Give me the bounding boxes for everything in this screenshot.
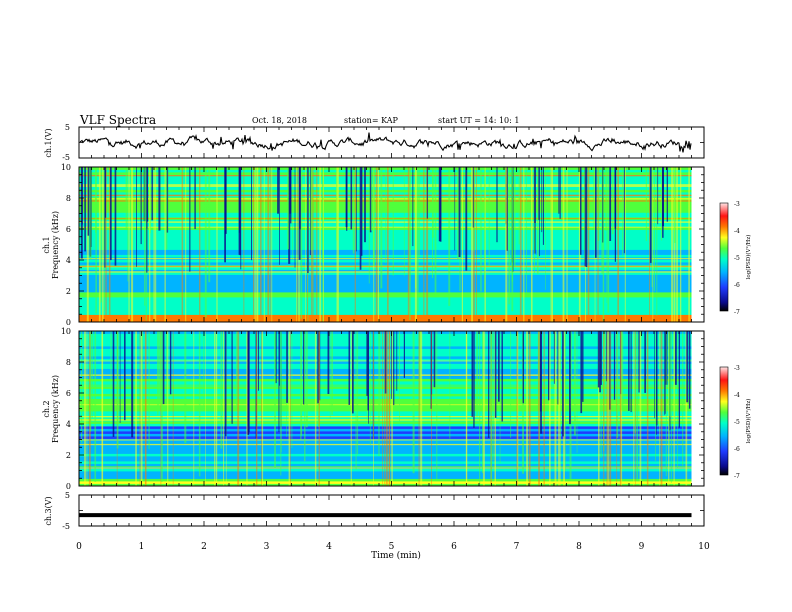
xtick-5: 5 — [389, 542, 395, 552]
xtick-6: 6 — [451, 542, 457, 552]
cbar2-tick-m5: -5 — [734, 419, 740, 426]
xtick-7: 7 — [514, 542, 520, 552]
cbar1-tick-m4: -4 — [734, 228, 740, 235]
xtick-8: 8 — [576, 542, 582, 552]
xtick-1: 1 — [139, 542, 145, 552]
xtick-2: 2 — [201, 542, 207, 552]
spec2-ytick-8: 8 — [66, 358, 71, 367]
xtick-4: 4 — [326, 542, 332, 552]
ch3-ytick-bottom: -5 — [62, 522, 70, 531]
date-label: Oct. 18, 2018 — [252, 116, 307, 125]
xtick-9: 9 — [639, 542, 645, 552]
ch2-colorbar — [719, 366, 729, 476]
spec1-ytick-4: 4 — [66, 256, 71, 265]
cbar1-tick-m7: -7 — [734, 309, 740, 316]
spec2-ytick-4: 4 — [66, 420, 71, 429]
start-time-label: start UT = 14: 10: 1 — [438, 116, 520, 125]
figure-title: VLF Spectra — [80, 113, 157, 127]
ch3-ytick-top: 5 — [65, 491, 70, 500]
spec1-ytick-10: 10 — [61, 163, 71, 172]
cbar1-label: log(PSD)(V²/Hz) — [745, 235, 752, 280]
x-axis-label: Time (min) — [371, 550, 421, 561]
station-label: station= KAP — [344, 116, 398, 125]
ch2-spectrogram-image — [79, 331, 692, 487]
ch1-ytick-top: 5 — [65, 123, 70, 132]
cbar2-label: log(PSD)(V²/Hz) — [745, 399, 752, 444]
ch3-ylabel: ch.3(V) — [44, 496, 53, 525]
cbar2-tick-m3: -3 — [734, 365, 740, 372]
spec2-ylabel-line2: Frequency (kHz) — [51, 375, 60, 443]
cbar2-tick-m4: -4 — [734, 392, 740, 399]
ch1-spectrogram-image — [79, 167, 692, 323]
cbar1-tick-m6: -6 — [734, 282, 740, 289]
cbar1-tick-m3: -3 — [734, 201, 740, 208]
spec2-ytick-6: 6 — [66, 389, 71, 398]
spec2-ytick-10: 10 — [61, 327, 71, 336]
spec1-ytick-2: 2 — [66, 287, 71, 296]
ch1-colorbar — [719, 202, 729, 312]
cbar1-tick-m5: -5 — [734, 255, 740, 262]
ch1-ytick-bottom: -5 — [62, 153, 70, 162]
xtick-10: 10 — [698, 542, 710, 552]
spec2-ytick-0: 0 — [66, 482, 71, 491]
ch1-waveform-plot — [79, 132, 692, 153]
spec2-ylabel-line1: ch.2 — [42, 400, 51, 417]
spec1-ytick-0: 0 — [66, 318, 71, 327]
xtick-0: 0 — [76, 542, 82, 552]
spec1-ylabel-line2: Frequency (kHz) — [51, 211, 60, 279]
spec1-ylabel-line1: ch.1 — [42, 236, 51, 253]
spec1-ytick-8: 8 — [66, 194, 71, 203]
xtick-3: 3 — [264, 542, 270, 552]
spec2-ytick-2: 2 — [66, 451, 71, 460]
cbar2-tick-m6: -6 — [734, 446, 740, 453]
ch1-ylabel: ch.1(V) — [44, 128, 53, 157]
spec1-ytick-6: 6 — [66, 225, 71, 234]
cbar2-tick-m7: -7 — [734, 473, 740, 480]
ch1-waveform-trace — [79, 132, 692, 153]
axis-ticks — [78, 126, 705, 527]
